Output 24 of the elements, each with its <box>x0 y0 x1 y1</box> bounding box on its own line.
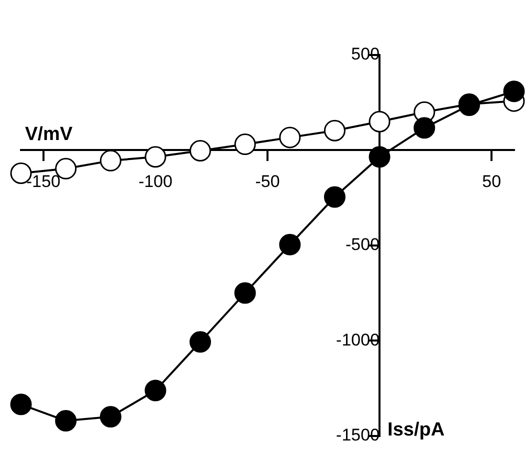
point <box>190 140 212 162</box>
point <box>144 380 166 402</box>
point <box>10 394 32 416</box>
point <box>279 234 301 256</box>
point <box>100 150 122 172</box>
x-tick-label: -100 <box>138 172 172 192</box>
point <box>324 186 346 208</box>
point <box>368 110 390 132</box>
point <box>324 120 346 142</box>
x-tick-label: -50 <box>255 172 280 192</box>
x-axis-title: V/mV <box>25 124 73 145</box>
point <box>100 406 122 428</box>
x-tick-label: 50 <box>482 172 502 192</box>
point <box>503 80 525 102</box>
point <box>190 331 212 353</box>
x-tick-label: -150 <box>26 172 60 192</box>
point <box>144 146 166 168</box>
point <box>279 126 301 148</box>
point <box>368 146 390 168</box>
point <box>234 134 256 156</box>
point <box>414 117 436 139</box>
y-axis-title: Iss/pA <box>388 420 445 441</box>
point <box>55 410 77 432</box>
point <box>234 282 256 304</box>
